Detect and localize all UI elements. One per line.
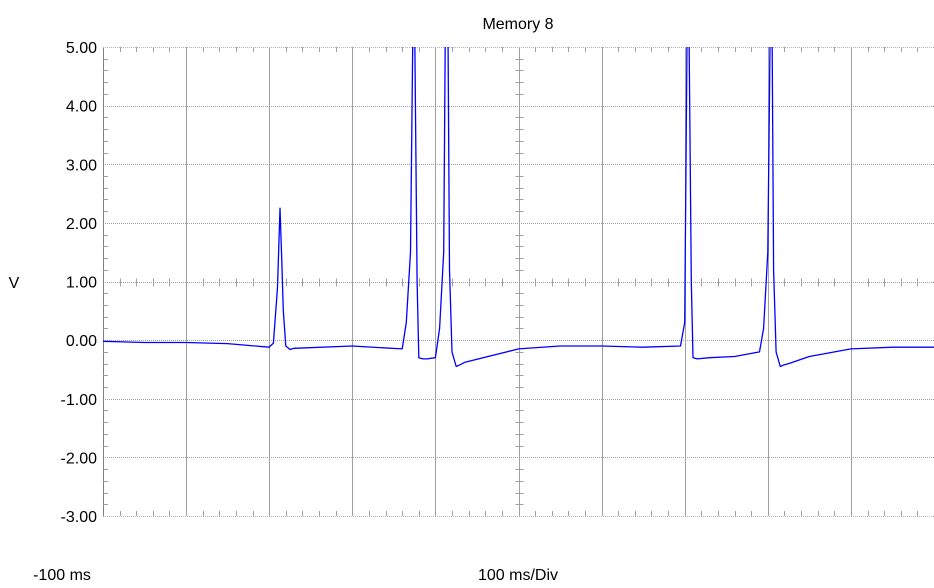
y-tick-label: 1.00	[66, 275, 97, 292]
x-start-label: -100 ms	[33, 567, 91, 584]
y-tick-labels: 5.00 4.00 3.00 2.00 1.00 0.00 -1.00 -2.00 -3.00	[61, 40, 98, 526]
y-tick-label: 5.00	[66, 40, 97, 57]
y-tick-label: -1.00	[61, 392, 98, 409]
plot-grid	[103, 47, 934, 517]
signal-trace	[103, 47, 934, 368]
y-tick-label: -2.00	[61, 450, 98, 467]
y-tick-label: 0.00	[66, 333, 97, 350]
y-axis-label: V	[9, 275, 20, 292]
y-tick-label: 4.00	[66, 99, 97, 116]
x-scale-label: 100 ms/Div	[478, 567, 558, 584]
chart-title: Memory 8	[482, 16, 553, 33]
y-tick-label: 3.00	[66, 157, 97, 174]
y-tick-label: 2.00	[66, 216, 97, 233]
y-tick-label: -3.00	[61, 509, 98, 526]
